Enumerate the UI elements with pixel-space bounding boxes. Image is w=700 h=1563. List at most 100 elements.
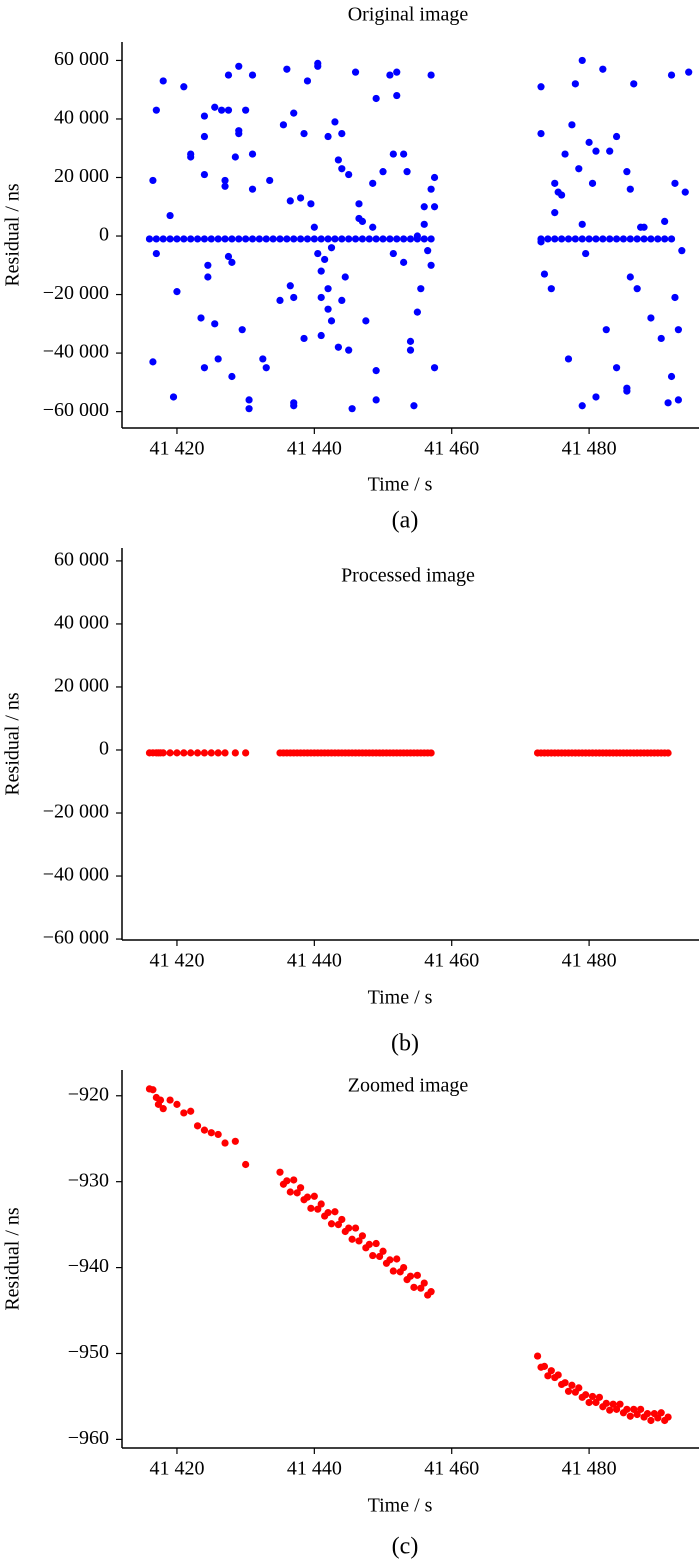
point <box>207 1129 215 1137</box>
point <box>303 1193 312 1201</box>
point <box>286 282 294 290</box>
y-tick-label: 60 000 <box>54 549 109 571</box>
y-tick-label: −20 000 <box>43 282 109 304</box>
point <box>386 71 394 79</box>
point <box>200 1126 209 1134</box>
point <box>678 247 686 255</box>
point <box>166 1096 174 1104</box>
x-axis-label: Time / s <box>368 987 433 1009</box>
y-axis-label: Residual / ns <box>2 692 24 796</box>
point <box>290 1176 298 1184</box>
point <box>290 293 298 302</box>
point <box>413 308 421 316</box>
point <box>413 1271 421 1279</box>
point <box>166 211 174 220</box>
point <box>149 176 157 185</box>
point <box>290 402 298 410</box>
point <box>537 129 545 138</box>
point <box>671 293 679 302</box>
point <box>327 1220 336 1228</box>
point <box>245 405 253 413</box>
point <box>626 1412 634 1420</box>
point <box>214 749 222 757</box>
point <box>564 355 573 363</box>
point <box>180 83 188 91</box>
point <box>547 285 555 293</box>
point <box>616 1400 624 1408</box>
point <box>537 83 545 91</box>
point <box>221 1139 229 1147</box>
point <box>159 235 167 243</box>
point <box>193 749 202 757</box>
point <box>327 244 336 252</box>
point <box>200 364 209 372</box>
point <box>430 364 439 372</box>
point <box>410 1283 418 1291</box>
point <box>211 103 219 111</box>
point <box>558 191 566 199</box>
point <box>286 1188 294 1196</box>
point <box>231 749 239 757</box>
point <box>221 749 229 757</box>
point <box>310 223 318 231</box>
point <box>338 235 346 243</box>
point <box>221 176 229 185</box>
point <box>200 749 209 757</box>
point <box>317 331 325 340</box>
point <box>571 80 579 88</box>
point <box>578 402 586 410</box>
point <box>372 94 380 103</box>
y-tick-label: −40 000 <box>43 341 109 363</box>
point <box>348 405 356 413</box>
point <box>358 1232 367 1240</box>
chart-title: Processed image <box>341 565 475 587</box>
x-tick-label: 41 480 <box>562 1458 617 1480</box>
point <box>389 1267 397 1275</box>
y-tick-label: −920 <box>68 1083 109 1105</box>
point <box>266 176 274 185</box>
point <box>612 132 621 141</box>
point <box>592 235 600 243</box>
point <box>647 314 655 322</box>
point <box>372 235 380 243</box>
point <box>564 235 573 243</box>
point <box>224 106 233 114</box>
point <box>369 179 377 187</box>
point <box>386 235 394 243</box>
point <box>681 188 689 196</box>
point <box>286 197 294 205</box>
point <box>338 296 346 305</box>
point <box>379 1247 387 1255</box>
point <box>640 223 648 231</box>
point <box>303 77 312 85</box>
point <box>262 364 270 372</box>
point <box>389 249 397 258</box>
point <box>592 393 600 401</box>
point <box>324 285 332 293</box>
point <box>173 749 181 757</box>
point <box>303 235 312 243</box>
point <box>554 1371 562 1379</box>
point <box>159 77 167 85</box>
point <box>245 396 253 404</box>
chart-title: Original image <box>348 4 469 26</box>
point <box>664 749 672 757</box>
point <box>619 235 628 243</box>
x-tick-label: 41 440 <box>287 950 342 972</box>
point <box>187 153 195 161</box>
point <box>351 68 360 76</box>
point <box>173 1100 181 1108</box>
point <box>197 314 205 322</box>
point <box>393 1255 401 1263</box>
point <box>331 118 339 126</box>
point <box>235 62 243 70</box>
point <box>592 147 600 155</box>
point <box>283 65 291 73</box>
point <box>575 1384 583 1392</box>
point <box>413 232 421 240</box>
point <box>592 1398 600 1407</box>
point <box>324 235 332 243</box>
point <box>571 235 579 243</box>
y-axis-label: Residual / ns <box>2 183 24 287</box>
